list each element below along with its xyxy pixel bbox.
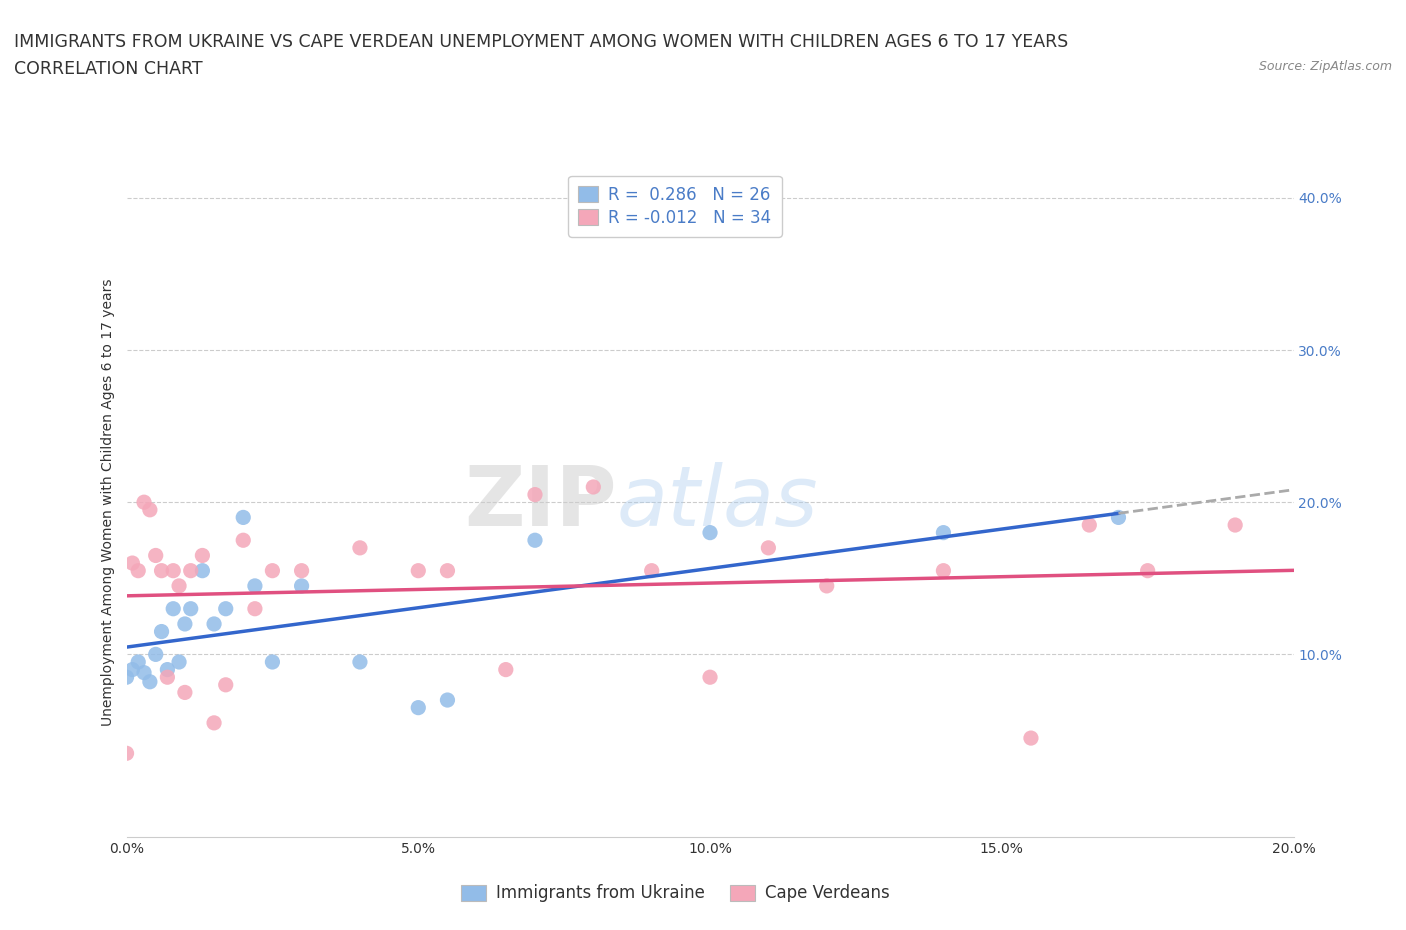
Point — [582, 480, 605, 495]
Point — [215, 677, 238, 692]
Point — [699, 670, 721, 684]
Point — [127, 655, 149, 670]
Point — [191, 548, 214, 563]
Point — [121, 662, 143, 677]
Point — [932, 525, 955, 540]
Point — [150, 624, 173, 639]
Point — [290, 564, 312, 578]
Point — [121, 555, 143, 570]
Point — [180, 602, 202, 617]
Point — [290, 578, 312, 593]
Text: CORRELATION CHART: CORRELATION CHART — [14, 60, 202, 78]
Point — [215, 602, 238, 617]
Point — [115, 670, 138, 684]
Point — [640, 564, 664, 578]
Point — [349, 655, 371, 670]
Point — [180, 564, 202, 578]
Point — [232, 533, 254, 548]
Point — [436, 693, 458, 708]
Point — [162, 602, 184, 617]
Text: Source: ZipAtlas.com: Source: ZipAtlas.com — [1258, 60, 1392, 73]
Point — [167, 578, 190, 593]
Y-axis label: Unemployment Among Women with Children Ages 6 to 17 years: Unemployment Among Women with Children A… — [101, 278, 115, 726]
Point — [174, 617, 197, 631]
Point — [132, 495, 155, 510]
Point — [139, 502, 162, 517]
Point — [699, 525, 721, 540]
Text: atlas: atlas — [617, 461, 818, 543]
Point — [156, 670, 179, 684]
Point — [1136, 564, 1159, 578]
Point — [262, 564, 284, 578]
Text: IMMIGRANTS FROM UKRAINE VS CAPE VERDEAN UNEMPLOYMENT AMONG WOMEN WITH CHILDREN A: IMMIGRANTS FROM UKRAINE VS CAPE VERDEAN … — [14, 33, 1069, 50]
Point — [1019, 731, 1042, 746]
Point — [167, 655, 190, 670]
Point — [232, 510, 254, 525]
Point — [436, 564, 458, 578]
Point — [408, 700, 430, 715]
Point — [408, 564, 430, 578]
Point — [132, 665, 155, 680]
Point — [202, 617, 225, 631]
Text: ZIP: ZIP — [464, 461, 617, 543]
Point — [243, 578, 266, 593]
Point — [262, 655, 284, 670]
Point — [202, 715, 225, 730]
Legend: Immigrants from Ukraine, Cape Verdeans: Immigrants from Ukraine, Cape Verdeans — [454, 878, 896, 909]
Point — [932, 564, 955, 578]
Point — [1223, 518, 1246, 533]
Point — [191, 564, 214, 578]
Point — [524, 533, 547, 548]
Point — [150, 564, 173, 578]
Point — [243, 602, 266, 617]
Point — [524, 487, 547, 502]
Point — [495, 662, 517, 677]
Point — [174, 685, 197, 700]
Point — [1078, 518, 1101, 533]
Point — [145, 548, 167, 563]
Point — [162, 564, 184, 578]
Point — [145, 647, 167, 662]
Point — [1108, 510, 1130, 525]
Point — [156, 662, 179, 677]
Point — [349, 540, 371, 555]
Point — [815, 578, 838, 593]
Point — [127, 564, 149, 578]
Point — [115, 746, 138, 761]
Point — [756, 540, 779, 555]
Point — [139, 674, 162, 689]
